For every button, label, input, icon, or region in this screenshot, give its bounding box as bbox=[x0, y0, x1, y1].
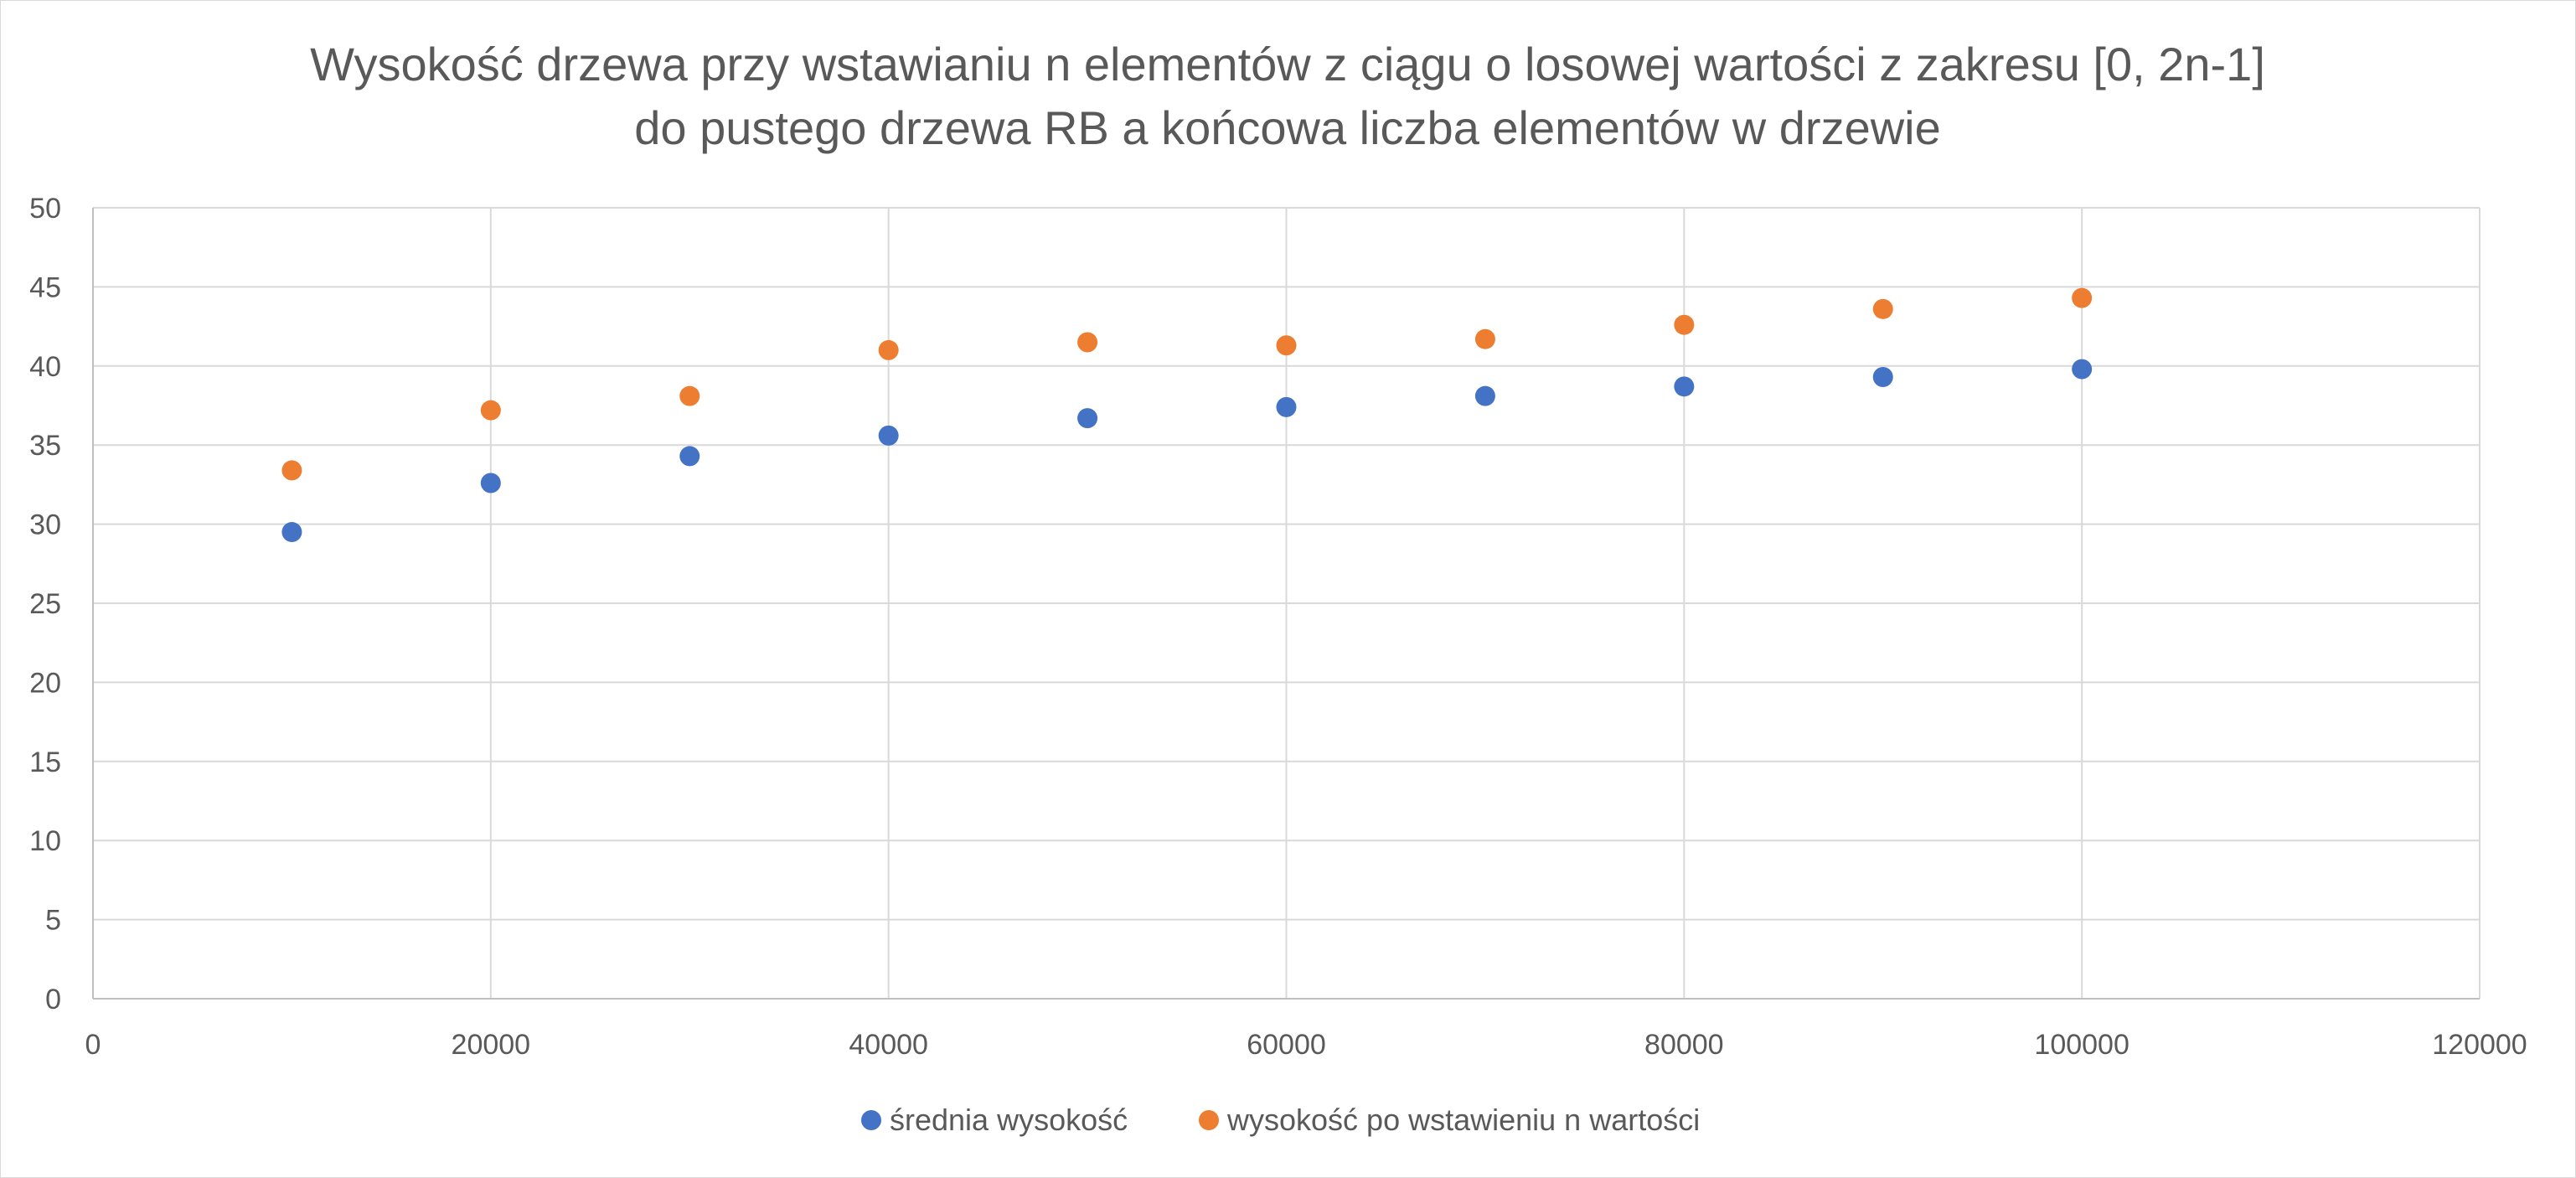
x-tick-label: 60000 bbox=[1247, 1029, 1326, 1061]
y-tick-label: 50 bbox=[29, 193, 61, 225]
point-srednia-wysokosc bbox=[480, 473, 501, 493]
x-tick-label: 40000 bbox=[849, 1029, 928, 1061]
point-wysokosc-po-wstawieniu bbox=[1474, 328, 1495, 349]
chart-title-line-2: do pustego drzewa RB a końcowa liczba el… bbox=[634, 101, 1940, 154]
point-srednia-wysokosc bbox=[2072, 359, 2093, 380]
x-tick-label: 120000 bbox=[2432, 1029, 2527, 1061]
point-wysokosc-po-wstawieniu bbox=[1077, 332, 1098, 353]
point-wysokosc-po-wstawieniu bbox=[1674, 314, 1695, 335]
legend-label-wysokosc-po-wstawieniu: wysokość po wstawieniu n wartości bbox=[1226, 1103, 1700, 1137]
y-tick-label: 15 bbox=[29, 747, 61, 778]
y-tick-label: 35 bbox=[29, 430, 61, 462]
x-tick-label: 80000 bbox=[1644, 1029, 1724, 1061]
point-srednia-wysokosc bbox=[679, 446, 700, 467]
legend-label-srednia-wysokosc: średnia wysokość bbox=[890, 1103, 1128, 1137]
y-tick-label: 30 bbox=[29, 509, 61, 541]
legend-marker-srednia-wysokosc bbox=[861, 1110, 881, 1130]
legend-marker-wysokosc-po-wstawieniu bbox=[1199, 1110, 1219, 1130]
point-srednia-wysokosc bbox=[1674, 376, 1695, 397]
point-wysokosc-po-wstawieniu bbox=[480, 400, 501, 421]
y-tick-label: 45 bbox=[29, 271, 61, 303]
y-tick-label: 0 bbox=[45, 984, 61, 1015]
point-wysokosc-po-wstawieniu bbox=[1872, 298, 1893, 319]
chart-title-line-1: Wysokość drzewa przy wstawianiu n elemen… bbox=[310, 38, 2265, 90]
point-srednia-wysokosc bbox=[1872, 367, 1893, 388]
point-wysokosc-po-wstawieniu bbox=[281, 460, 302, 481]
y-tick-label: 5 bbox=[45, 905, 61, 937]
legend: średnia wysokość wysokość po wstawieniu … bbox=[861, 1103, 1700, 1137]
y-tick-label: 40 bbox=[29, 351, 61, 383]
x-tick-label: 100000 bbox=[2034, 1029, 2129, 1061]
point-srednia-wysokosc bbox=[878, 425, 899, 446]
tick-labels: 0 5 10 15 20 25 30 35 40 45 50 0 20000 40000 60000 8000… bbox=[29, 193, 2527, 1061]
point-srednia-wysokosc bbox=[1474, 385, 1495, 406]
x-tick-label: 20000 bbox=[452, 1029, 531, 1061]
gridlines bbox=[93, 207, 2480, 999]
y-tick-label: 10 bbox=[29, 825, 61, 857]
y-tick-label: 20 bbox=[29, 667, 61, 699]
point-wysokosc-po-wstawieniu bbox=[1276, 335, 1297, 356]
y-tick-label: 25 bbox=[29, 588, 61, 620]
axes bbox=[92, 208, 2480, 1000]
point-wysokosc-po-wstawieniu bbox=[679, 385, 700, 406]
point-srednia-wysokosc bbox=[1077, 408, 1098, 429]
point-wysokosc-po-wstawieniu bbox=[878, 339, 899, 360]
point-srednia-wysokosc bbox=[281, 522, 302, 543]
point-wysokosc-po-wstawieniu bbox=[2072, 287, 2093, 308]
data-points bbox=[281, 287, 2093, 543]
point-srednia-wysokosc bbox=[1276, 396, 1297, 417]
x-tick-label: 0 bbox=[85, 1029, 101, 1061]
